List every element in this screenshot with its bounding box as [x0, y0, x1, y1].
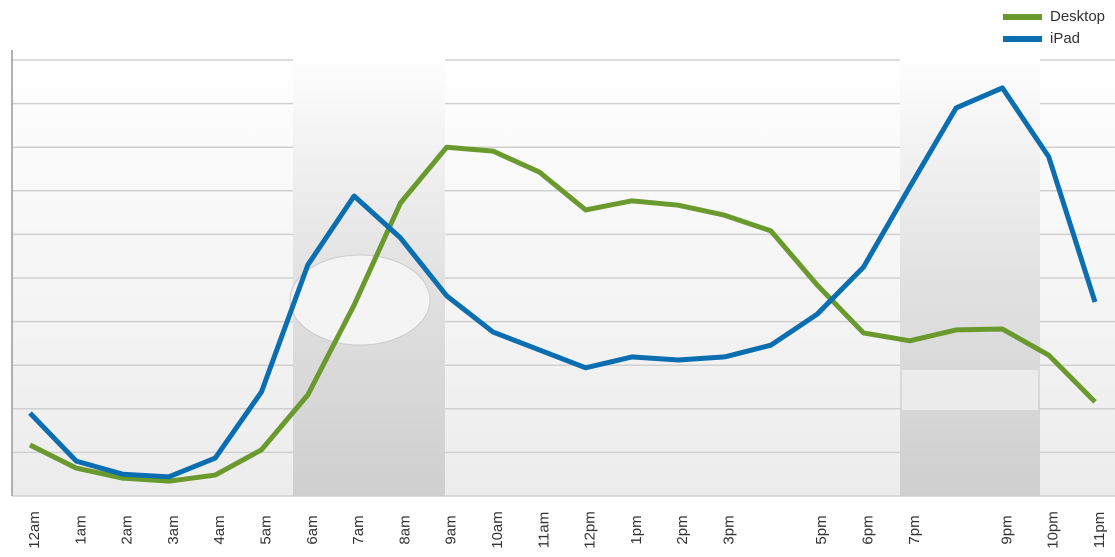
x-tick-label: 12pm	[582, 511, 599, 549]
x-tick-label: 4am	[211, 515, 228, 544]
x-tick-label: 1am	[72, 515, 89, 544]
x-tick-label: 6am	[304, 515, 321, 544]
x-tick-label: 11am	[535, 512, 552, 548]
legend-label: Desktop	[1050, 8, 1105, 25]
x-tick-label: 5pm	[813, 515, 830, 544]
x-tick-label: 7am	[350, 515, 367, 544]
x-tick-label: 7pm	[906, 515, 923, 544]
x-tick-label: 11pm	[1091, 512, 1108, 548]
x-tick-label: 3pm	[721, 515, 738, 544]
x-tick-label: 9pm	[998, 515, 1015, 544]
x-tick-label: 3am	[165, 515, 182, 544]
photo-panel	[900, 50, 1040, 496]
x-tick-label: 5am	[257, 515, 274, 544]
x-tick-label: 10am	[489, 511, 506, 549]
x-tick-label: 12am	[26, 511, 43, 549]
x-tick-label: 10pm	[1045, 511, 1062, 549]
legend-label: iPad	[1050, 30, 1080, 47]
x-tick-label: 2am	[119, 515, 136, 544]
x-tick-label: 2pm	[674, 515, 691, 544]
data-line	[28, 85, 1098, 480]
x-tick-label: 1pm	[628, 515, 645, 544]
x-tick-label: 8am	[396, 515, 413, 544]
x-tick-label: 9am	[443, 515, 460, 544]
x-tick-label: 6pm	[859, 515, 876, 544]
sofa-illustration	[902, 370, 1038, 410]
data-line	[28, 144, 1097, 484]
cup-illustration	[289, 254, 431, 346]
